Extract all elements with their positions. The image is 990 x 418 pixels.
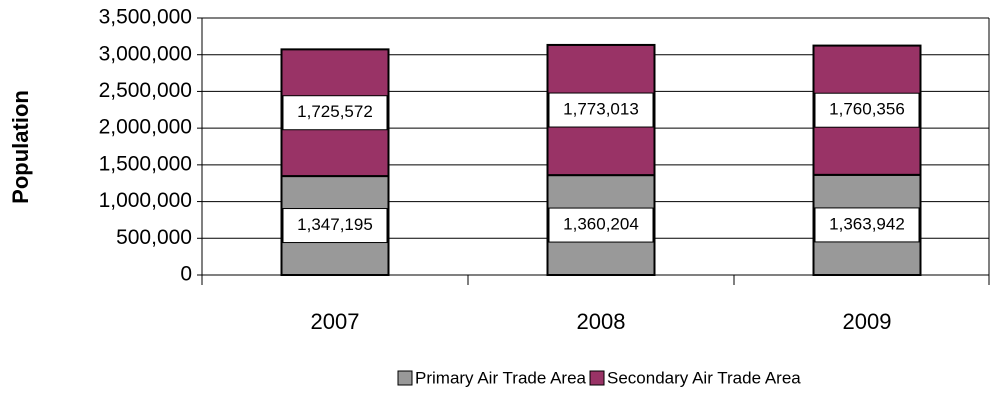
legend-label: Secondary Air Trade Area: [607, 368, 801, 387]
value-label-box: [282, 208, 388, 244]
x-tick-label: 2009: [843, 309, 892, 334]
legend-swatch: [589, 370, 605, 386]
value-label: 1,347,195: [297, 215, 373, 234]
y-tick-label: 0: [180, 263, 192, 286]
y-tick-label: 3,000,000: [99, 42, 192, 65]
value-label-box: [548, 92, 654, 128]
x-tick-label: 2007: [311, 309, 360, 334]
value-label: 1,363,942: [829, 214, 905, 233]
value-label: 1,725,572: [297, 102, 373, 121]
y-tick-label: 1,000,000: [99, 189, 192, 212]
value-label: 1,760,356: [829, 100, 905, 119]
value-label-box: [282, 95, 388, 131]
value-label-box: [814, 92, 920, 128]
legend-label: Primary Air Trade Area: [415, 368, 587, 387]
y-axis-label: Population: [8, 90, 33, 204]
value-label-box: [548, 207, 654, 243]
y-tick-label: 500,000: [116, 226, 192, 249]
value-label: 1,360,204: [563, 215, 639, 234]
legend-swatch: [397, 370, 413, 386]
y-tick-label: 3,500,000: [99, 6, 192, 29]
x-tick-label: 2008: [577, 309, 626, 334]
value-label-box: [814, 207, 920, 243]
y-tick-label: 1,500,000: [99, 152, 192, 175]
value-label: 1,773,013: [563, 100, 639, 119]
y-tick-label: 2,500,000: [99, 79, 192, 102]
y-tick-label: 2,000,000: [99, 116, 192, 139]
